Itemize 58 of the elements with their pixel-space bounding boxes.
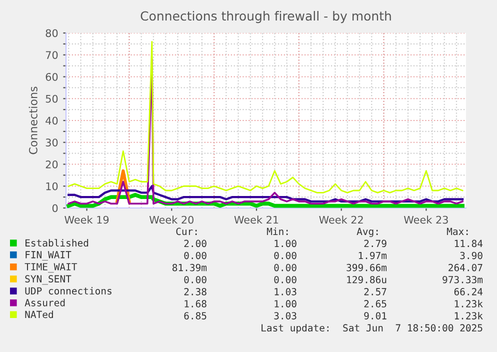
- y-tick-label: 20: [46, 160, 58, 168]
- y-tick-label: 10: [46, 182, 58, 190]
- y-tick-label: 30: [46, 138, 58, 146]
- text: 3.03: [274, 312, 296, 320]
- x-tick-label: Week 20: [149, 216, 194, 224]
- y-tick-label: 0: [52, 204, 58, 212]
- text: 2.79: [364, 240, 386, 248]
- x-tick-label: Week 23: [404, 216, 448, 224]
- y-tick-label: 60: [46, 72, 58, 81]
- y-tick-label: 70: [46, 51, 58, 59]
- text: 81.39m: [172, 264, 207, 272]
- text: 1.00: [274, 240, 296, 248]
- text: Min:: [266, 228, 288, 235]
- legend-label: UDP connections: [25, 287, 112, 295]
- text: 2.65: [364, 300, 386, 308]
- x-tick-label: Week 22: [319, 216, 363, 224]
- line-series: [68, 185, 464, 203]
- text: 1.00: [274, 300, 296, 308]
- text: 1.68: [184, 300, 206, 308]
- text: 3.90: [460, 252, 482, 260]
- text: 2.57: [364, 288, 386, 296]
- text: 399.66m: [346, 264, 387, 272]
- text: 1.23k: [454, 300, 483, 308]
- text: 66.24: [454, 288, 483, 296]
- line-series: [68, 41, 464, 194]
- text: 264.07: [448, 264, 482, 272]
- legend-label: SYN_SENT: [25, 275, 72, 285]
- legend-label: Assured: [24, 298, 65, 306]
- text: 1.03: [274, 288, 296, 296]
- y-tick-label: 80: [46, 29, 58, 38]
- y-axis-title: Connections: [28, 86, 38, 154]
- text: 0.00: [274, 264, 296, 272]
- legend-label: Established: [26, 239, 88, 247]
- text: Max:: [446, 228, 468, 236]
- x-tick-label: Week 19: [64, 216, 109, 224]
- text: 9.01: [364, 312, 386, 320]
- text: 1.23k: [454, 312, 483, 320]
- y-tick-label: 50: [46, 94, 58, 103]
- text: 973.33m: [442, 276, 483, 284]
- text: 0.00: [184, 252, 206, 260]
- text: Last update: Sat Jun 7 18:50:00 2025: [262, 324, 482, 334]
- text: 1.97m: [358, 252, 387, 260]
- text: 0.00: [184, 276, 206, 284]
- legend-label: NATed: [25, 310, 53, 318]
- text: 11.84: [454, 240, 483, 248]
- text: 2.38: [184, 288, 206, 296]
- text: 2.00: [184, 240, 206, 248]
- text: 0.00: [274, 276, 296, 284]
- text: Cur:: [176, 228, 197, 236]
- legend-label: TIME_WAIT: [24, 263, 78, 273]
- legend-label: FIN_WAIT: [26, 251, 72, 261]
- y-tick-label: 40: [46, 116, 58, 125]
- chart-title: Connections through firewall - by month: [140, 11, 391, 24]
- x-tick-label: Week 21: [234, 216, 278, 224]
- text: 6.85: [184, 312, 206, 320]
- text: 129.86u: [347, 276, 386, 284]
- text: 0.00: [274, 252, 296, 260]
- text: Avg:: [356, 228, 378, 238]
